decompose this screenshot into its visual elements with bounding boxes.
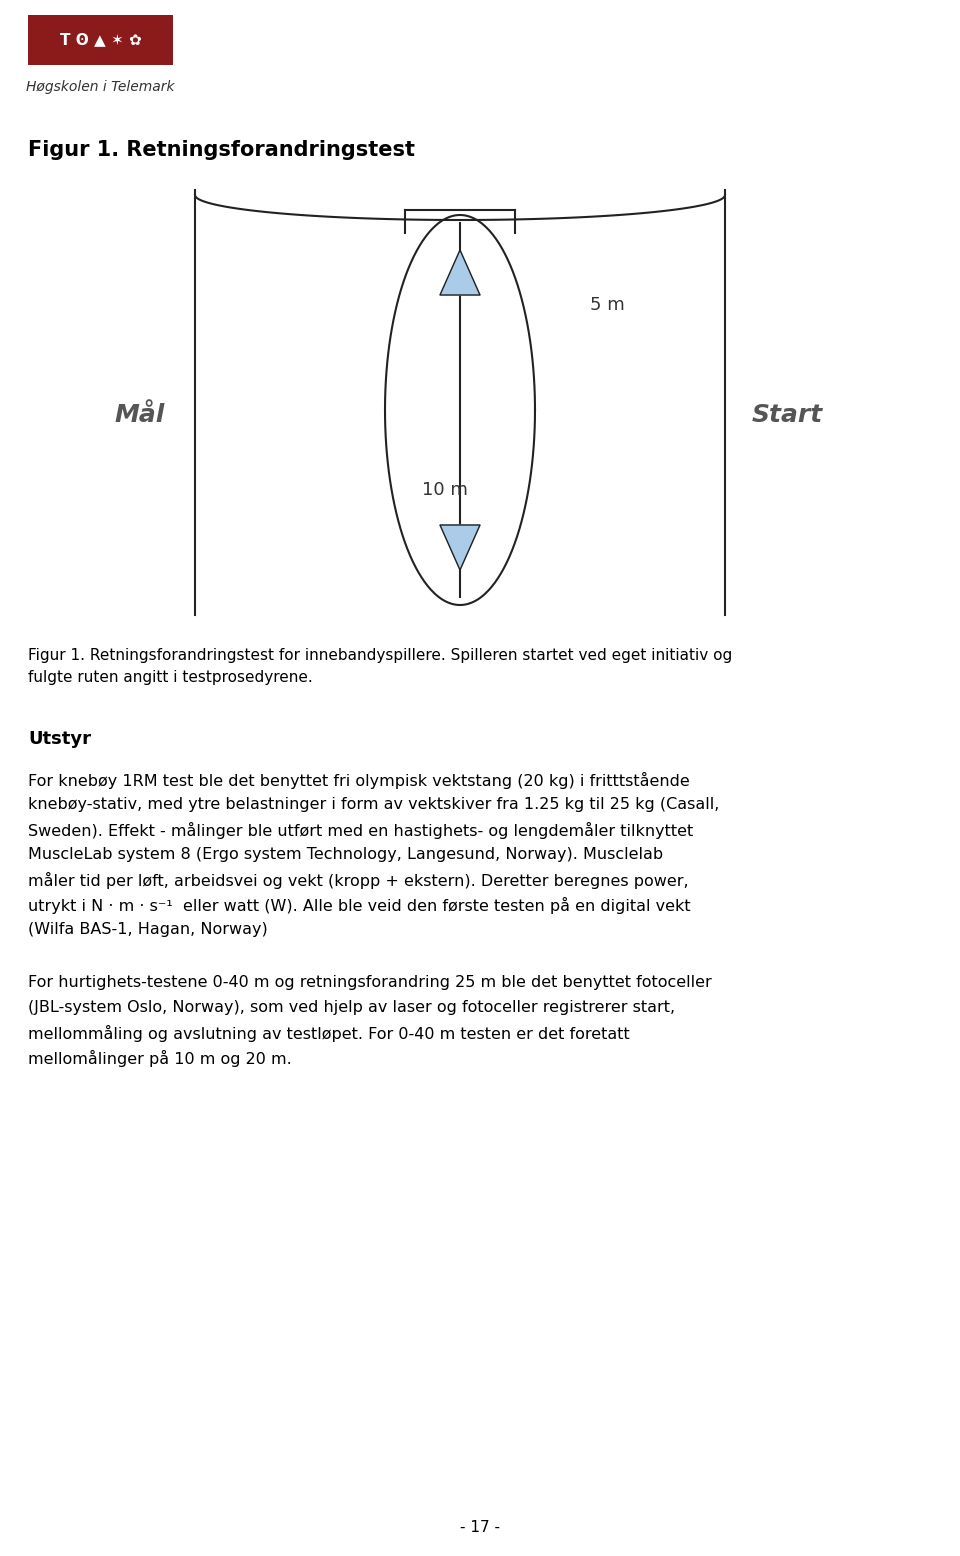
Text: utrykt i N · m · s⁻¹  eller watt (W). Alle ble veid den første testen på en digi: utrykt i N · m · s⁻¹ eller watt (W). All…: [28, 896, 690, 913]
Polygon shape: [440, 251, 480, 296]
Text: Utstyr: Utstyr: [28, 730, 91, 748]
Text: mellomålinger på 10 m og 20 m.: mellomålinger på 10 m og 20 m.: [28, 1050, 292, 1067]
Text: fulgte ruten angitt i testprosedyrene.: fulgte ruten angitt i testprosedyrene.: [28, 671, 313, 685]
Text: (Wilfa BAS-1, Hagan, Norway): (Wilfa BAS-1, Hagan, Norway): [28, 923, 268, 937]
Text: Figur 1. Retningsforandringstest for innebandyspillere. Spilleren startet ved eg: Figur 1. Retningsforandringstest for inn…: [28, 647, 732, 663]
Text: 10 m: 10 m: [422, 481, 468, 499]
Text: Start: Start: [752, 403, 823, 426]
Text: - 17 -: - 17 -: [460, 1520, 500, 1536]
Text: MuscleLab system 8 (Ergo system Technology, Langesund, Norway). Musclelab: MuscleLab system 8 (Ergo system Technolo…: [28, 846, 663, 862]
Text: mellommåling og avslutning av testløpet. For 0-40 m testen er det foretatt: mellommåling og avslutning av testløpet.…: [28, 1025, 630, 1043]
Text: Sweden). Effekt - målinger ble utført med en hastighets- og lengdemåler tilknytt: Sweden). Effekt - målinger ble utført me…: [28, 822, 693, 839]
Bar: [28, 16, 173, 65]
Text: (JBL-system Oslo, Norway), som ved hjelp av laser og fotoceller registrerer star: (JBL-system Oslo, Norway), som ved hjelp…: [28, 1001, 675, 1015]
Text: knebøy-stativ, med ytre belastninger i form av vektskiver fra 1.25 kg til 25 kg : knebøy-stativ, med ytre belastninger i f…: [28, 797, 719, 812]
Text: 5 m: 5 m: [590, 296, 625, 314]
Text: Τ ʘ ▲ ✶ ✿: Τ ʘ ▲ ✶ ✿: [60, 33, 141, 48]
Text: For knebøy 1RM test ble det benyttet fri olympisk vektstang (20 kg) i fritttståe: For knebøy 1RM test ble det benyttet fri…: [28, 772, 689, 789]
Text: Høgskolen i Telemark: Høgskolen i Telemark: [26, 79, 175, 93]
Text: måler tid per løft, arbeidsvei og vekt (kropp + ekstern). Deretter beregnes powe: måler tid per løft, arbeidsvei og vekt (…: [28, 871, 688, 888]
Text: Mål: Mål: [115, 403, 165, 426]
Text: Figur 1. Retningsforandringstest: Figur 1. Retningsforandringstest: [28, 140, 415, 160]
Text: For hurtighets-testene 0-40 m og retningsforandring 25 m ble det benyttet fotoce: For hurtighets-testene 0-40 m og retning…: [28, 976, 711, 990]
Polygon shape: [440, 524, 480, 569]
